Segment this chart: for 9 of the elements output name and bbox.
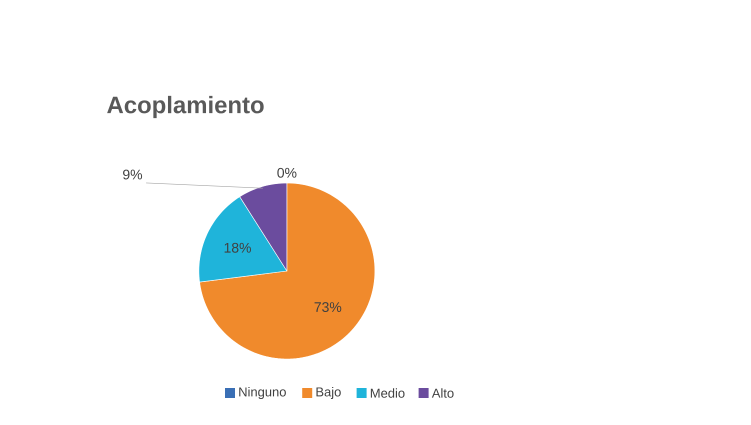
chart-title: Acoplamiento (107, 96, 264, 118)
data-label: 9% (123, 170, 142, 180)
legend-label: Medio (370, 388, 405, 398)
data-label: 73% (314, 302, 342, 312)
data-label: 18% (224, 242, 251, 253)
legend-label: Ninguno (239, 386, 286, 400)
legend-label: Bajo (316, 386, 341, 400)
legend-label: Alto (432, 388, 454, 398)
text: 0% (277, 168, 296, 178)
